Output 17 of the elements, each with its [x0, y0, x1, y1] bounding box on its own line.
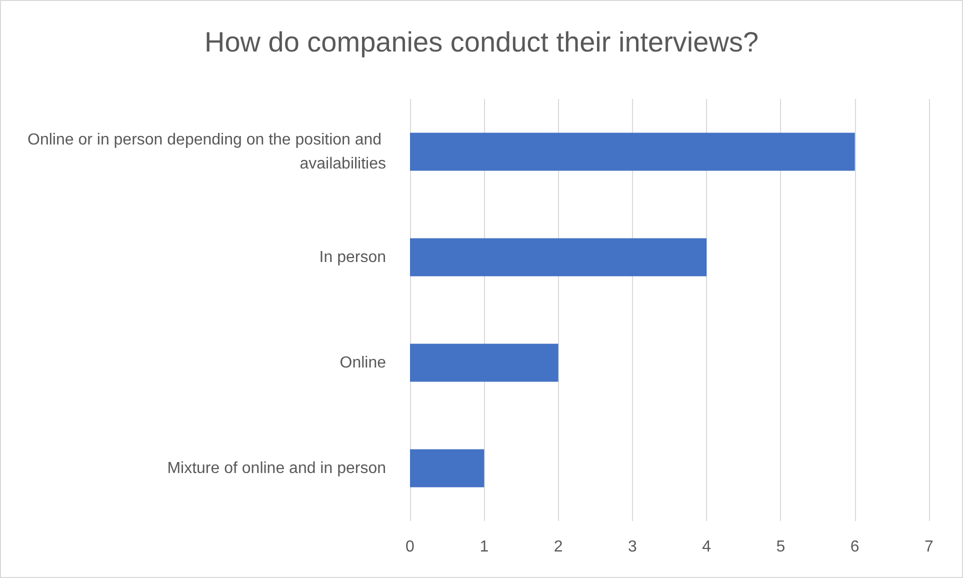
x-tick-label: 4: [702, 538, 712, 556]
y-tick-label: Mixture of online and in person: [167, 460, 386, 477]
x-tick-label: 6: [850, 538, 860, 556]
bar: [410, 449, 484, 488]
bar: [410, 238, 707, 276]
x-tick-label: 5: [776, 538, 786, 556]
chart-title: How do companies conduct their interviews?: [204, 26, 759, 58]
bar: [410, 132, 855, 171]
y-tick-label: Online: [340, 354, 386, 372]
y-tick-label: Online or in person depending on the position and availabilities: [28, 131, 386, 172]
x-tick-label: 0: [406, 538, 415, 556]
x-tick-label: 7: [924, 538, 934, 556]
x-tick-label: 3: [628, 538, 637, 556]
bar: [410, 344, 558, 382]
y-tick-label: In person: [319, 248, 386, 266]
x-tick-label: 2: [554, 538, 563, 556]
x-tick-label: 1: [480, 538, 489, 556]
